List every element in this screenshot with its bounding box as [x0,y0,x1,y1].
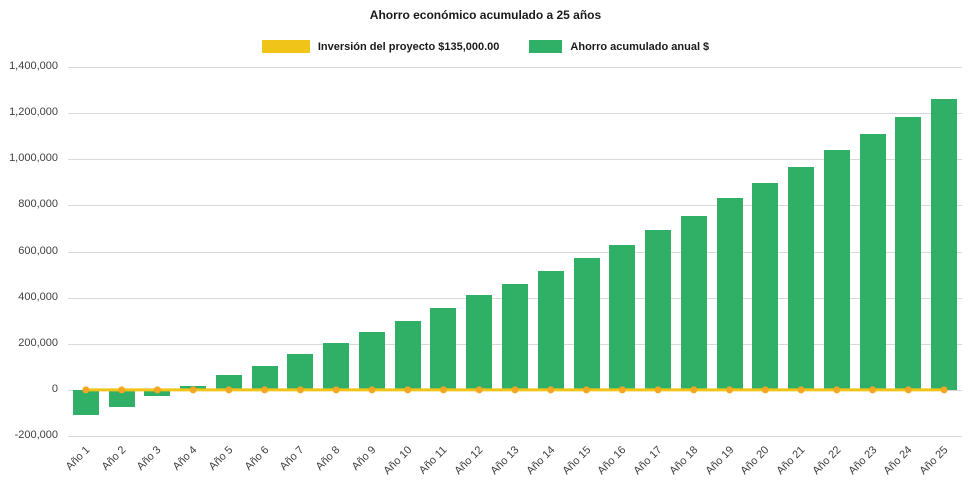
gridline [68,67,962,68]
gridline [68,113,962,114]
line-marker-icon [940,386,948,394]
bar [860,134,886,390]
y-axis-tick-label: -200,000 [14,429,58,441]
line-marker-icon [368,386,376,394]
y-axis-tick-label: 1,200,000 [9,106,58,118]
bar [752,183,778,389]
bar [574,258,600,389]
line-marker-icon [797,386,805,394]
line-marker-icon [189,386,197,394]
y-axis-tick-label: 600,000 [18,245,58,257]
bar [538,271,564,390]
bar [717,198,743,389]
line-marker-icon [118,386,126,394]
legend-item-savings: Ahorro acumulado anual $ [529,40,709,53]
legend-label-investment: Inversión del proyecto $135,000.00 [317,40,500,53]
legend-label-savings: Ahorro acumulado anual $ [570,40,710,53]
y-axis-tick-label: 1,400,000 [9,60,58,72]
bar [466,295,492,390]
gridline [68,159,962,160]
y-axis-tick-label: 800,000 [18,198,58,210]
bar [895,117,921,390]
line-marker-icon [153,386,161,394]
y-axis-tick-label: 400,000 [18,291,58,303]
bar [109,390,135,407]
bar [824,150,850,390]
line-marker-icon [869,386,877,394]
line-marker-icon [475,386,483,394]
bar [788,167,814,390]
bar [931,99,957,390]
bar [73,390,99,415]
bar [681,216,707,390]
bar [287,354,313,390]
bar [395,321,421,390]
bar [323,343,349,390]
line-marker-icon [439,386,447,394]
line-marker-icon [761,386,769,394]
line-marker-icon [547,386,555,394]
line-marker-icon [511,386,519,394]
bar [430,308,456,390]
legend-item-investment: Inversión del proyecto $135,000.00 [261,40,500,53]
line-marker-icon [690,386,698,394]
gridline [68,252,962,253]
gridline [68,205,962,206]
line-marker-icon [82,386,90,394]
legend: Inversión del proyecto $135,000.00 Ahorr… [0,40,971,53]
y-axis-tick-label: 1,000,000 [9,152,58,164]
line-marker-icon [296,386,304,394]
bar [216,375,242,390]
legend-swatch-investment-icon [261,40,310,53]
y-axis-tick-label: 0 [51,383,58,395]
line-marker-icon [726,386,734,394]
legend-swatch-savings-icon [529,40,563,53]
bar [252,366,278,390]
gridline [68,436,962,437]
investment-line [82,386,948,394]
line-marker-icon [583,386,591,394]
line-marker-icon [404,386,412,394]
y-axis-tick-label: 200,000 [18,337,58,349]
bar [609,245,635,390]
chart-title: Ahorro económico acumulado a 25 años [369,8,602,22]
bar [359,332,385,390]
bar [502,284,528,390]
line-marker-icon [654,386,662,394]
line-marker-icon [225,386,233,394]
line-marker-icon [904,386,912,394]
line-marker-icon [618,386,626,394]
line-marker-icon [261,386,269,394]
line-marker-icon [833,386,841,394]
line-marker-icon [332,386,340,394]
bar [645,230,671,390]
